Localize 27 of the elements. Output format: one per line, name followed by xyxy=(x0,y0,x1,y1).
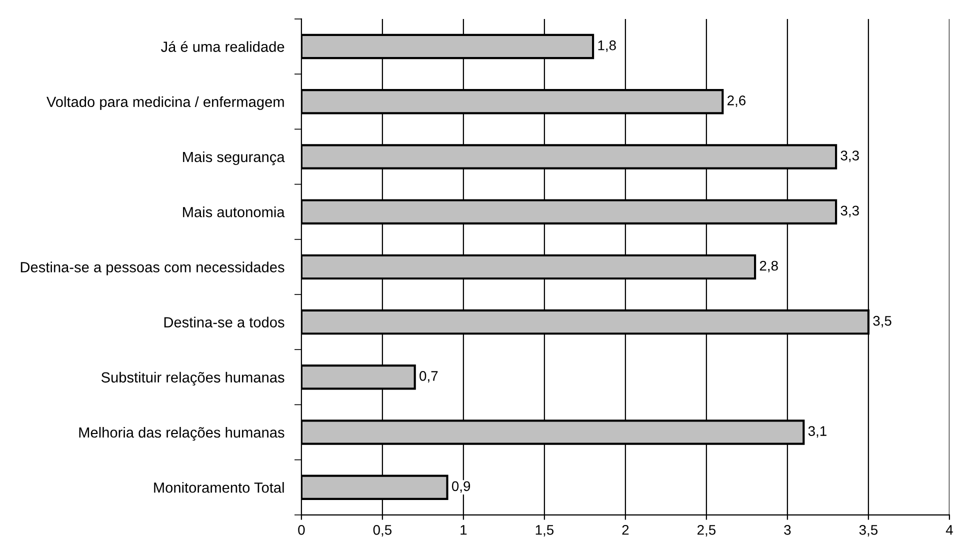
data-label: 3,1 xyxy=(808,426,826,438)
x-tick-label: 1 xyxy=(460,525,467,535)
x-tick-label: 0,5 xyxy=(373,524,392,536)
data-label: 3,5 xyxy=(873,316,892,328)
x-tick-label: 2,5 xyxy=(697,524,716,536)
data-label: 0,9 xyxy=(452,481,470,493)
data-label: 2,6 xyxy=(728,96,746,107)
data-label: 1,8 xyxy=(598,40,616,52)
y-tick-label: Já é uma realidade xyxy=(160,41,284,52)
x-tick-label: 1,5 xyxy=(536,525,554,536)
data-label: 0,7 xyxy=(420,371,438,383)
x-tick-label: 3,5 xyxy=(859,524,878,536)
y-tick-label: Mais segurança xyxy=(183,151,285,166)
data-label: 3,3 xyxy=(840,150,859,162)
data-label: 2,8 xyxy=(760,260,778,272)
y-tick-label: Destina-se a pessoas com necessidades xyxy=(20,262,284,276)
y-tick-label: Voltado para medicina / enfermagem xyxy=(46,96,284,110)
x-tick-label: 2 xyxy=(622,524,629,535)
data-label: 3,3 xyxy=(840,206,859,218)
x-tick-label: 3 xyxy=(784,524,791,535)
x-tick-label: 4 xyxy=(946,525,953,535)
x-tick-label: 0 xyxy=(298,524,305,535)
y-tick-label: Destina-se a todos xyxy=(164,316,284,328)
y-tick-label: Mais autonomia xyxy=(183,206,285,218)
y-tick-label: Substituir relações humanas xyxy=(101,372,284,386)
y-tick-label: Monitoramento Total xyxy=(154,482,284,493)
y-tick-label: Melhoria das relações humanas xyxy=(79,426,284,441)
